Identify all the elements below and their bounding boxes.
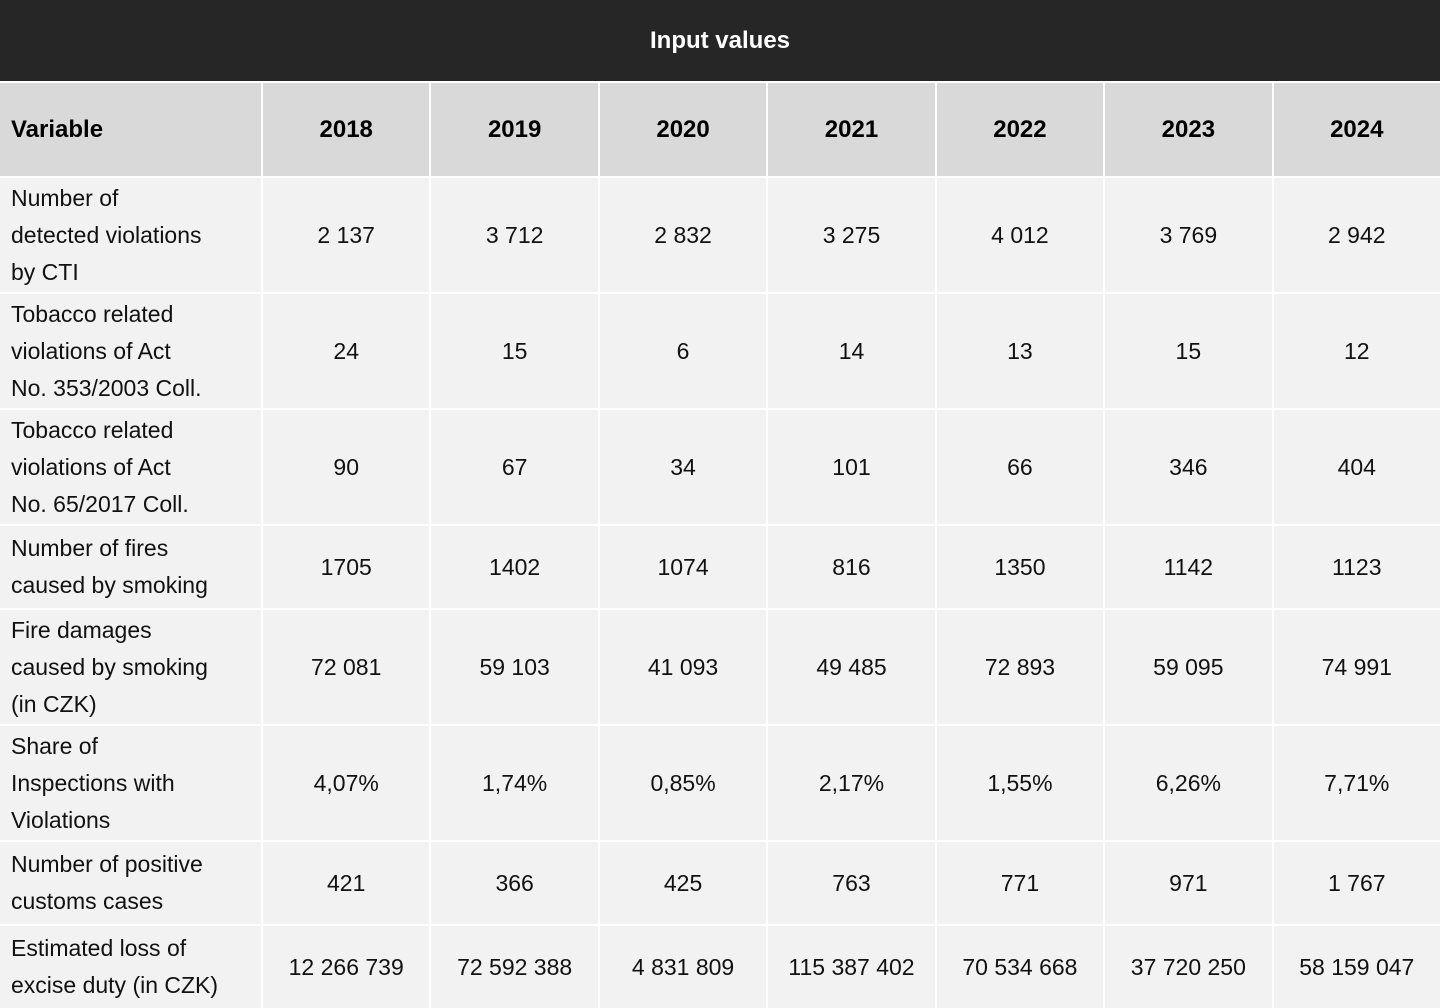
table-title: Input values [649, 26, 791, 54]
table-cell: 2,17% [768, 726, 935, 840]
table-cell: 3 275 [768, 178, 935, 292]
table-cell: 0,85% [599, 726, 767, 840]
table-cell: 6 [599, 294, 767, 408]
table-cell: 101 [768, 410, 935, 524]
table-cell: 72 081 [263, 610, 430, 724]
table-cell: 816 [768, 526, 935, 608]
table-cell: 2 942 [1273, 178, 1440, 292]
table-cell: 67 [431, 410, 598, 524]
table-cell: 1350 [936, 526, 1104, 608]
table-cell: 366 [431, 842, 598, 924]
table-cell: 1074 [599, 526, 767, 608]
table-cell: 421 [263, 842, 430, 924]
table-cell: 1142 [1105, 526, 1272, 608]
table-cell: 4,07% [263, 726, 430, 840]
input-values-table: Variable 2018 2019 2020 2021 2022 2023 2024 Nu… [0, 83, 1440, 1008]
table-cell: 404 [1273, 410, 1440, 524]
table-row: Fire damages caused by smoking (in CZK) 7… [0, 610, 1440, 724]
table-cell: 7,71% [1273, 726, 1440, 840]
row-label: Number of detected violations by CTI [0, 178, 261, 292]
table-cell: 49 485 [768, 610, 935, 724]
row-label: Number of fires caused by smoking [0, 526, 261, 608]
table-cell: 34 [599, 410, 767, 524]
table-header-row: Variable 2018 2019 2020 2021 2022 2023 2024 [0, 83, 1440, 176]
table-cell: 13 [936, 294, 1104, 408]
table-title-bar: Input values [0, 0, 1440, 81]
table-cell: 1402 [431, 526, 598, 608]
table-cell: 70 534 668 [936, 926, 1104, 1008]
column-header-year: 2020 [599, 83, 767, 176]
table-cell: 771 [936, 842, 1104, 924]
table-cell: 1,74% [431, 726, 598, 840]
table-row: Number of detected violations by CTI 2 13… [0, 178, 1440, 292]
table-cell: 59 103 [431, 610, 598, 724]
table-cell: 763 [768, 842, 935, 924]
column-header-year: 2022 [936, 83, 1104, 176]
row-label: Estimated loss of excise duty (in CZK) [0, 926, 261, 1008]
table-cell: 14 [768, 294, 935, 408]
row-label: Fire damages caused by smoking (in CZK) [0, 610, 261, 724]
table-cell: 74 991 [1273, 610, 1440, 724]
table-cell: 3 769 [1105, 178, 1272, 292]
table-cell: 12 266 739 [263, 926, 430, 1008]
column-header-year: 2019 [431, 83, 598, 176]
row-label: Tobacco related violations of Act No. 65… [0, 410, 261, 524]
row-label: Number of positive customs cases [0, 842, 261, 924]
column-header-year: 2021 [768, 83, 935, 176]
table-cell: 346 [1105, 410, 1272, 524]
column-header-year: 2023 [1105, 83, 1272, 176]
table-cell: 24 [263, 294, 430, 408]
table-cell: 15 [1105, 294, 1272, 408]
table-cell: 2 137 [263, 178, 430, 292]
table-cell: 37 720 250 [1105, 926, 1272, 1008]
table-cell: 425 [599, 842, 767, 924]
table-row: Share of Inspections with Violations 4,07… [0, 726, 1440, 840]
table-cell: 4 012 [936, 178, 1104, 292]
table-cell: 41 093 [599, 610, 767, 724]
table-cell: 72 893 [936, 610, 1104, 724]
column-header-year: 2024 [1273, 83, 1440, 176]
column-header-variable: Variable [0, 83, 261, 176]
table-row: Estimated loss of excise duty (in CZK) 12… [0, 926, 1440, 1008]
table-cell: 1123 [1273, 526, 1440, 608]
table-row: Number of fires caused by smoking 1705 140… [0, 526, 1440, 608]
row-label: Tobacco related violations of Act No. 35… [0, 294, 261, 408]
column-header-year: 2018 [263, 83, 430, 176]
table-row: Number of positive customs cases 421 366 42… [0, 842, 1440, 924]
table-cell: 1 767 [1273, 842, 1440, 924]
table-cell: 1,55% [936, 726, 1104, 840]
table-cell: 2 832 [599, 178, 767, 292]
table-cell: 971 [1105, 842, 1272, 924]
table-cell: 66 [936, 410, 1104, 524]
table-cell: 115 387 402 [768, 926, 935, 1008]
table-cell: 15 [431, 294, 598, 408]
table-cell: 4 831 809 [599, 926, 767, 1008]
table-cell: 3 712 [431, 178, 598, 292]
table-body: Number of detected violations by CTI 2 13… [0, 178, 1440, 1008]
table-cell: 58 159 047 [1273, 926, 1440, 1008]
table-cell: 6,26% [1105, 726, 1272, 840]
table-row: Tobacco related violations of Act No. 65… [0, 410, 1440, 524]
table-cell: 90 [263, 410, 430, 524]
table-row: Tobacco related violations of Act No. 35… [0, 294, 1440, 408]
table-cell: 72 592 388 [431, 926, 598, 1008]
table-cell: 12 [1273, 294, 1440, 408]
row-label: Share of Inspections with Violations [0, 726, 261, 840]
table-cell: 59 095 [1105, 610, 1272, 724]
table-cell: 1705 [263, 526, 430, 608]
